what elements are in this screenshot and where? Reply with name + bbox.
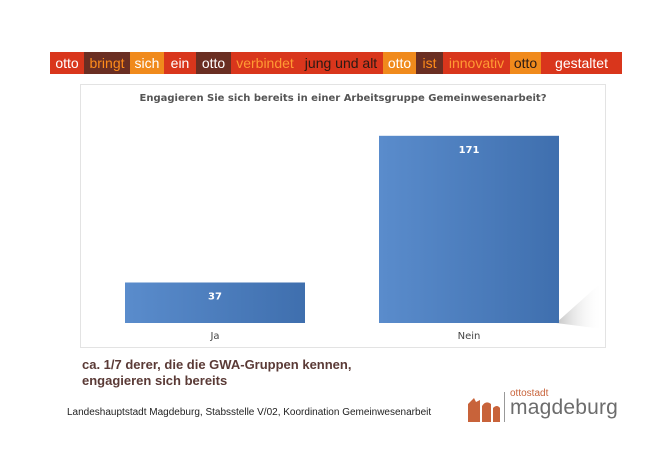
logo-divider bbox=[504, 392, 505, 422]
banner-segment: otto bbox=[196, 52, 231, 74]
banner-segment: jung und alt bbox=[299, 52, 383, 74]
logo-big-text: magdeburg bbox=[510, 396, 619, 419]
banner-segment: ein bbox=[164, 52, 196, 74]
chart-title: Engagieren Sie sich bereits in einer Arb… bbox=[140, 93, 547, 104]
banner-segment: verbindet bbox=[231, 52, 299, 74]
bar-nein bbox=[379, 135, 559, 323]
x-tick-label: Nein bbox=[458, 331, 481, 342]
chart-caption: ca. 1/7 derer, die die GWA-Gruppen kenne… bbox=[82, 357, 442, 389]
banner-segment: otto bbox=[510, 52, 541, 74]
chart-canvas: Engagieren Sie sich bereits in einer Arb… bbox=[125, 93, 603, 342]
x-tick-label: Ja bbox=[209, 331, 219, 342]
caption-line-1: ca. 1/7 derer, die die GWA-Gruppen kenne… bbox=[82, 357, 352, 372]
data-label: 37 bbox=[208, 291, 222, 302]
bar-ja bbox=[125, 282, 305, 323]
banner-segment: sich bbox=[130, 52, 164, 74]
banner-segment: ist bbox=[416, 52, 443, 74]
banner-segment: innovativ bbox=[443, 52, 510, 74]
banner-segment: otto bbox=[50, 52, 84, 74]
footer-credit: Landeshauptstadt Magdeburg, Stabsstelle … bbox=[67, 407, 432, 418]
logo-small-text: ottostadt bbox=[510, 388, 549, 399]
caption-line-2: engagieren sich bereits bbox=[82, 373, 228, 388]
bar-chart: Engagieren Sie sich bereits in einer Arb… bbox=[80, 84, 606, 348]
data-label: 171 bbox=[459, 145, 480, 156]
banner-segment: bringt bbox=[84, 52, 130, 74]
horse-m-icon bbox=[468, 398, 500, 422]
bar-shadow bbox=[556, 281, 603, 329]
magdeburg-logo: ottostadt magdeburg bbox=[464, 388, 618, 428]
slogan-banner: otto bringt sich ein otto verbindet jung und a… bbox=[50, 52, 622, 74]
banner-segment: otto bbox=[383, 52, 416, 74]
banner-segment: gestaltet bbox=[541, 52, 622, 74]
